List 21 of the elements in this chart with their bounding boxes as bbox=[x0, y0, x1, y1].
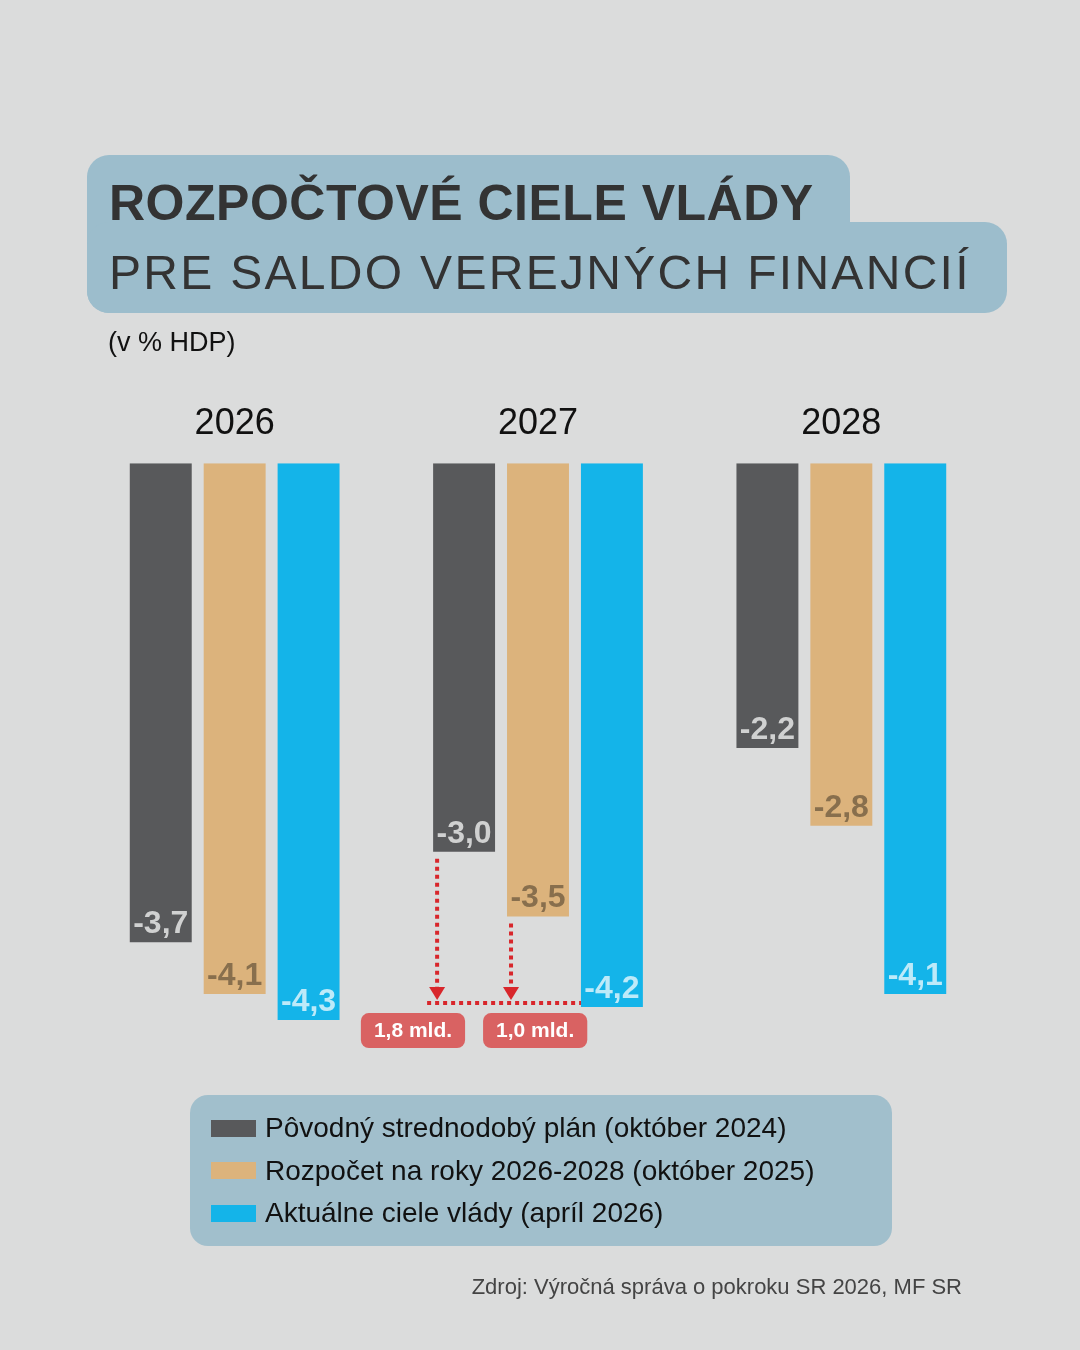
data-label: -2,2 bbox=[739, 710, 795, 747]
annotation: 1,8 mld. bbox=[373, 1018, 453, 1042]
chart-subtitle: PRE SALDO VEREJNÝCH FINANCIÍ bbox=[109, 245, 971, 300]
legend-label: Rozpočet na roky 2026-2028 (október 2025) bbox=[265, 1154, 815, 1187]
chart-title: ROZPOČTOVÉ CIELE VLÁDY bbox=[109, 174, 814, 232]
data-label: -2,8 bbox=[813, 787, 869, 824]
annotation: 1,0 mld. bbox=[496, 1018, 575, 1042]
x-tick-label: 2026 bbox=[194, 400, 275, 442]
data-label: -4,1 bbox=[887, 956, 943, 993]
data-label: -4,3 bbox=[281, 982, 337, 1018]
data-label: -3,5 bbox=[510, 878, 566, 915]
legend-label: Aktuálne ciele vlády (apríl 2026) bbox=[265, 1197, 664, 1229]
data-label: -4,1 bbox=[207, 956, 263, 993]
legend-label: Pôvodný strednodobý plán (október 2024) bbox=[265, 1112, 787, 1144]
y-axis-title: (v % HDP) bbox=[108, 327, 236, 358]
data-label: -4,2 bbox=[584, 969, 640, 1006]
text: Zdroj: Výročná správa o pokroku SR 2026, MF SR bbox=[471, 1274, 962, 1300]
data-label: -3,0 bbox=[436, 813, 492, 850]
x-tick-label: 2028 bbox=[801, 400, 882, 442]
data-label: -3,7 bbox=[133, 904, 189, 941]
x-tick-label: 2027 bbox=[497, 400, 579, 442]
